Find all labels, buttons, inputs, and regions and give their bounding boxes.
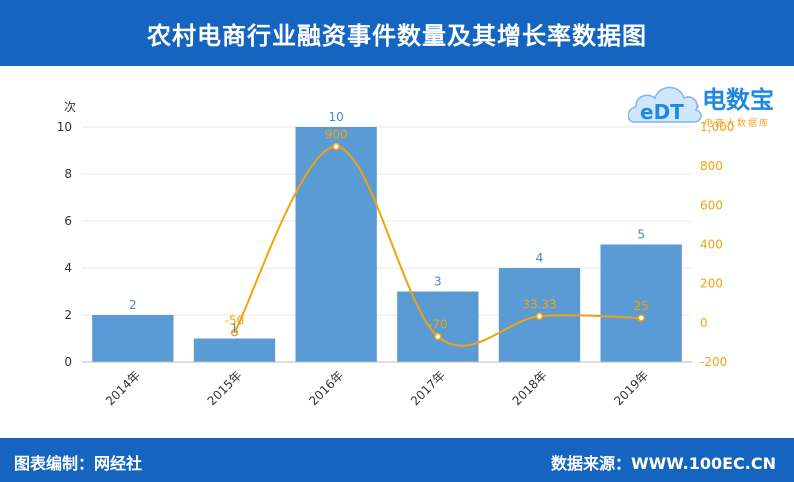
logo-name: 电数宝 — [702, 86, 774, 114]
growth-value-label: 25 — [634, 299, 649, 313]
chart-area: 0246810-20002004006008001,000次%2014年2015… — [57, 98, 735, 408]
bar-value-label: 5 — [637, 228, 645, 242]
growth-point — [637, 314, 645, 322]
logo-cloud-icon: eDT — [628, 86, 702, 124]
footer-source: 数据来源：WWW.100EC.CN — [550, 454, 776, 473]
growth-point — [230, 328, 239, 337]
y-left-unit: 次 — [64, 100, 76, 114]
x-tick-label: 2015年 — [205, 368, 245, 408]
y-left-tick-label: 2 — [64, 308, 72, 322]
y-left-tick-label: 0 — [64, 355, 72, 369]
y-right-tick-label: 0 — [700, 316, 708, 330]
x-tick-label: 2017年 — [408, 368, 448, 408]
footer-bar: 图表编制：网经社 数据来源：WWW.100EC.CN — [0, 438, 794, 482]
x-tick-label: 2014年 — [103, 368, 143, 408]
y-right-tick-label: -200 — [700, 355, 727, 369]
bars — [92, 127, 682, 362]
x-tick-label: 2019年 — [611, 368, 651, 408]
bar — [295, 127, 377, 362]
bar — [397, 291, 479, 362]
growth-value-label: -50 — [225, 314, 245, 328]
growth-line — [233, 145, 642, 347]
bar — [193, 338, 276, 362]
growth-point — [434, 332, 442, 341]
logo-mark: eDT — [640, 100, 684, 124]
y-left-tick-label: 4 — [64, 261, 72, 275]
bar-value-label: 3 — [434, 275, 442, 289]
y-right-tick-label: 200 — [700, 277, 723, 291]
bar-value-label: 10 — [329, 110, 344, 124]
growth-point — [535, 312, 544, 321]
x-tick-label: 2016年 — [306, 368, 346, 408]
labels: 2 1 10 3 4 5 -50 900 -70 33.33 25 — [129, 110, 649, 336]
y-right-tick-label: 800 — [700, 159, 723, 173]
footer-credit: 图表编制：网经社 — [14, 454, 143, 473]
y-right-tick-label: 400 — [700, 238, 723, 252]
y-right-tick-label: 1,000 — [700, 120, 734, 134]
bar-value-label: 4 — [536, 251, 544, 265]
y-left-tick-label: 8 — [64, 167, 72, 181]
growth-value-label: 33.33 — [522, 297, 556, 311]
chart-title: 农村电商行业融资事件数量及其增长率数据图 — [147, 21, 647, 50]
y-right-tick-label: 600 — [700, 198, 723, 212]
bar — [600, 244, 682, 362]
growth-line-layer — [230, 142, 645, 347]
y-left-tick-label: 10 — [57, 120, 72, 134]
growth-point — [332, 142, 340, 151]
logo-tagline: 电商大数据库 — [704, 119, 771, 129]
bar-value-label: 2 — [129, 298, 137, 312]
bar-value-label: 1 — [231, 322, 239, 336]
growth-value-label: 900 — [325, 128, 348, 142]
y-left-tick-label: 6 — [64, 214, 72, 228]
growth-value-label: -70 — [428, 318, 448, 332]
header-bar: 农村电商行业融资事件数量及其增长率数据图 — [0, 0, 794, 66]
bar — [92, 315, 174, 362]
x-tick-label: 2018年 — [510, 368, 550, 408]
